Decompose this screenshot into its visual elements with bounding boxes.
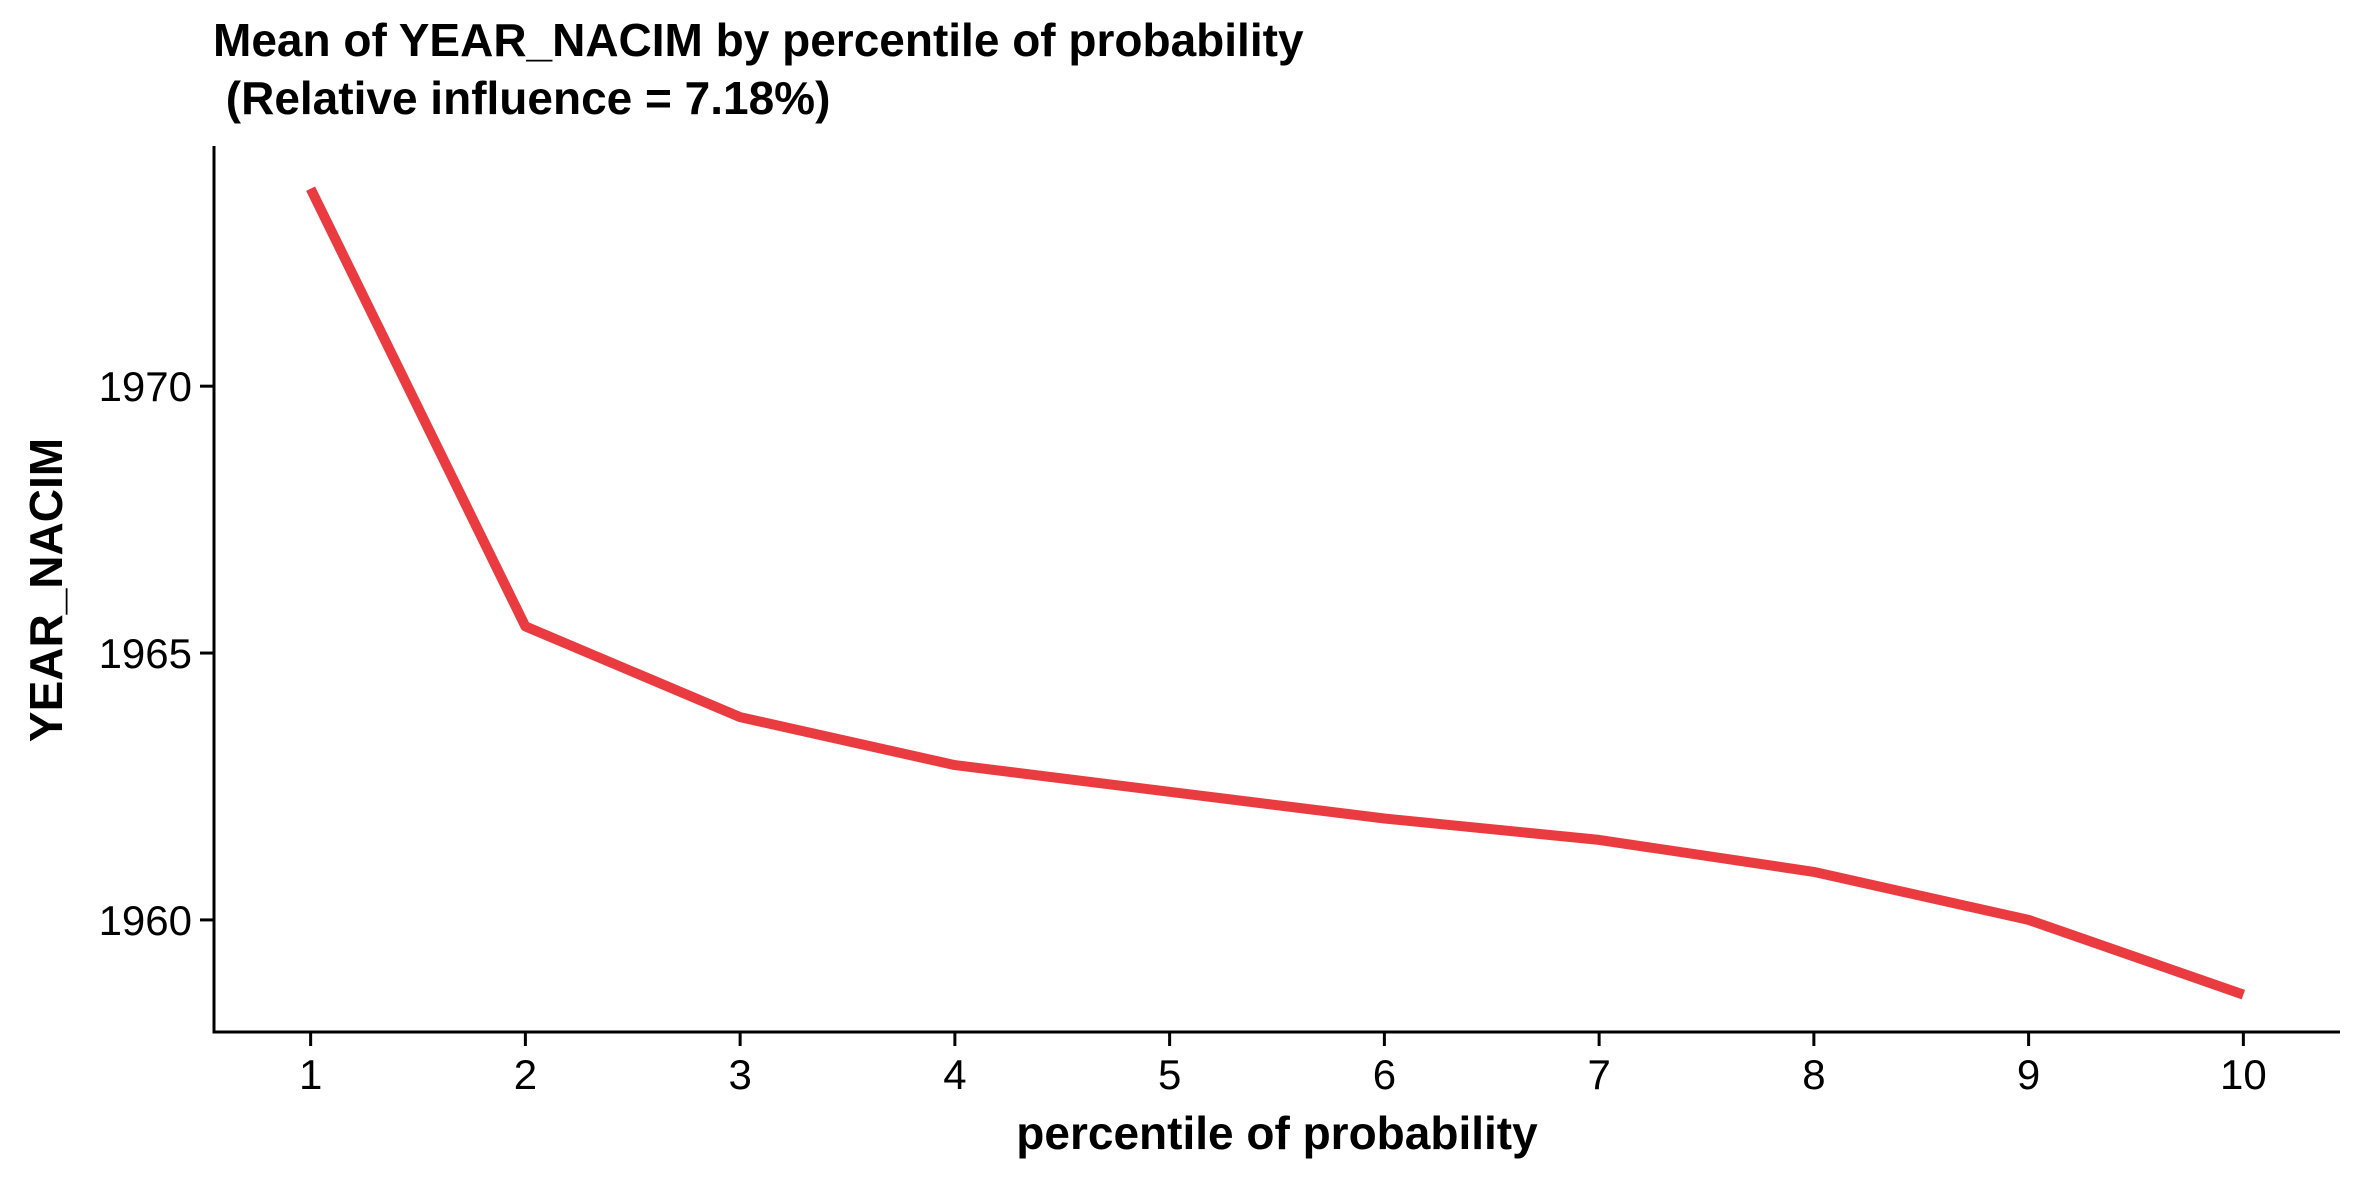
- y-axis-title: YEAR_NACIM: [20, 438, 72, 742]
- plot-area: [306, 186, 2246, 1000]
- x-tick-label: 5: [1158, 1051, 1181, 1098]
- x-axis-title: percentile of probability: [1016, 1107, 1538, 1159]
- x-tick-label: 6: [1373, 1051, 1396, 1098]
- x-tick-label: 8: [1802, 1051, 1825, 1098]
- y-tick-label: 1960: [99, 897, 192, 944]
- x-tick-label: 3: [728, 1051, 751, 1098]
- x-axis-ticks: 1 2 3 4 5 6 7 8 9 10: [299, 1032, 2267, 1098]
- chart-title-line-2: (Relative influence = 7.18%): [213, 72, 830, 124]
- x-tick-label: 7: [1587, 1051, 1610, 1098]
- x-tick-label: 4: [943, 1051, 966, 1098]
- series-line-1: [306, 186, 2246, 1000]
- x-tick-label: 9: [2017, 1051, 2040, 1098]
- x-tick-label: 1: [299, 1051, 322, 1098]
- y-tick-label: 1965: [99, 630, 192, 677]
- y-tick-label: 1970: [99, 363, 192, 410]
- y-axis-ticks: 1960 1965 1970: [99, 363, 214, 944]
- chart-title-line-1: Mean of YEAR_NACIM by percentile of prob…: [213, 14, 1304, 66]
- x-tick-label: 2: [514, 1051, 537, 1098]
- x-tick-label: 10: [2220, 1051, 2267, 1098]
